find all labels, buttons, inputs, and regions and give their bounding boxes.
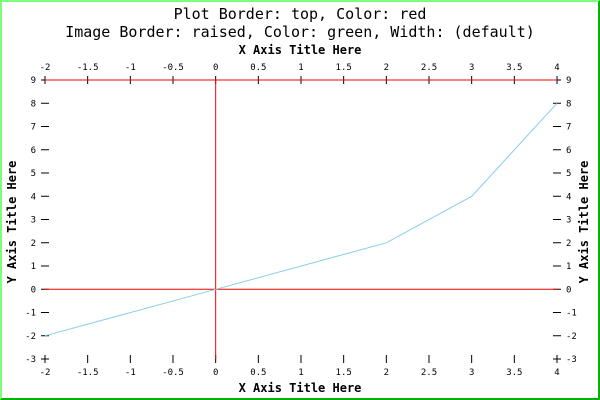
- y-tick-label-right: 3: [566, 216, 571, 226]
- y-tick-label-right: 6: [566, 146, 571, 156]
- x-tick-label-bottom: 2.5: [421, 368, 437, 378]
- series-line: [44, 102, 558, 337]
- y-tick-label-right: 7: [566, 123, 571, 133]
- y-tick-label-left: 2: [31, 239, 36, 249]
- y-tick-label-left: 5: [31, 169, 36, 179]
- x-tick-label-top: 0: [213, 63, 218, 73]
- x-tick-label-bottom: 1: [298, 368, 303, 378]
- x-tick-label-top: 3: [469, 63, 474, 73]
- x-axis-title-top: X Axis Title Here: [239, 43, 362, 57]
- x-tick-label-top: 4: [554, 63, 559, 73]
- chart-title: Plot Border: top, Color: red: [174, 5, 427, 23]
- x-tick-label-top: -1: [125, 63, 136, 73]
- y-axis-title-right: Y Axis Title Here: [577, 161, 591, 284]
- y-tick-label-right: 2: [566, 239, 571, 249]
- y-axis-title-left: Y Axis Title Here: [5, 161, 19, 284]
- y-tick-label-left: -2: [25, 332, 36, 342]
- y-tick-label-left: 3: [31, 216, 36, 226]
- y-tick-label-left: 8: [31, 99, 36, 109]
- x-tick-label-top: 1: [298, 63, 303, 73]
- x-tick-label-top: 2: [384, 63, 389, 73]
- x-tick-label-bottom: -0.5: [162, 368, 184, 378]
- y-tick-label-left: 0: [31, 285, 36, 295]
- axes-group: -2 -2 -1.5 -1.5 -1 -1 -0.5 -0.5 0 0 0.5 0.5 1 1 1.5 1.5…: [25, 63, 577, 378]
- x-tick-label-bottom: -2: [40, 368, 51, 378]
- x-tick-label-bottom: 3.5: [506, 368, 522, 378]
- series-group: [44, 102, 558, 337]
- x-tick-label-top: -0.5: [162, 63, 184, 73]
- x-tick-label-top: -1.5: [77, 63, 99, 73]
- x-tick-label-bottom: -1.5: [77, 368, 99, 378]
- chart-subtitle: Image Border: raised, Color: green, Widt…: [65, 23, 535, 41]
- x-tick-label-bottom: -1: [125, 368, 136, 378]
- y-tick-label-right: -2: [566, 332, 577, 342]
- x-tick-label-bottom: 3: [469, 368, 474, 378]
- y-tick-label-left: -3: [25, 355, 36, 365]
- x-tick-label-bottom: 4: [554, 368, 559, 378]
- y-tick-label-right: 0: [566, 285, 571, 295]
- y-tick-label-left: 4: [31, 192, 36, 202]
- y-tick-label-right: 4: [566, 192, 571, 202]
- y-tick-label-left: 6: [31, 146, 36, 156]
- y-tick-label-right: -1: [566, 309, 577, 319]
- y-tick-label-left: -1: [25, 309, 36, 319]
- y-tick-label-right: 5: [566, 169, 571, 179]
- x-tick-label-top: 2.5: [421, 63, 437, 73]
- x-tick-label-top: 0.5: [250, 63, 266, 73]
- y-tick-label-left: 9: [31, 76, 36, 86]
- x-tick-label-top: 3.5: [506, 63, 522, 73]
- y-tick-label-right: 8: [566, 99, 571, 109]
- y-tick-label-left: 1: [31, 262, 36, 272]
- y-tick-label-right: 9: [566, 76, 571, 86]
- y-tick-label-right: 1: [566, 262, 571, 272]
- x-tick-label-bottom: 0.5: [250, 368, 266, 378]
- y-tick-label-left: 7: [31, 123, 36, 133]
- x-tick-label-top: 1.5: [336, 63, 352, 73]
- x-tick-label-top: -2: [40, 63, 51, 73]
- x-tick-label-bottom: 1.5: [336, 368, 352, 378]
- x-tick-label-bottom: 2: [384, 368, 389, 378]
- x-axis-title-bottom: X Axis Title Here: [239, 381, 362, 395]
- x-tick-label-bottom: 0: [213, 368, 218, 378]
- y-tick-label-right: -3: [566, 355, 577, 365]
